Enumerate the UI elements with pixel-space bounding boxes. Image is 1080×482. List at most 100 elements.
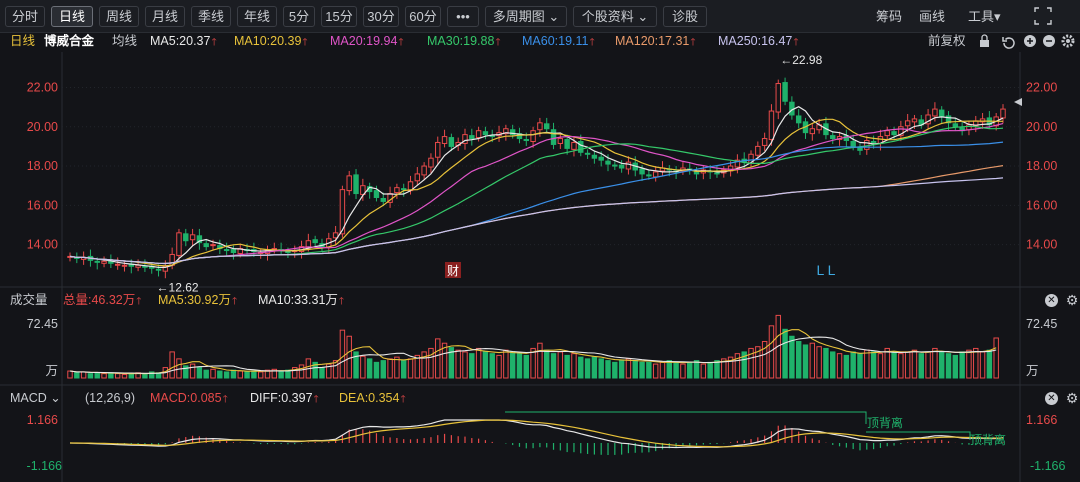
volume-bar[interactable] xyxy=(748,347,754,379)
candle[interactable] xyxy=(898,126,904,137)
volume-bar[interactable] xyxy=(816,346,822,379)
volume-bar[interactable] xyxy=(564,354,570,379)
candle[interactable] xyxy=(625,161,632,170)
gear-icon[interactable]: ⚙ xyxy=(1065,292,1079,308)
volume-bar[interactable] xyxy=(727,356,734,379)
volume-bar[interactable] xyxy=(455,349,461,379)
volume-bar[interactable] xyxy=(421,351,427,379)
candle[interactable] xyxy=(503,128,509,135)
volume-bar[interactable] xyxy=(618,360,625,379)
volume-bar[interactable] xyxy=(578,356,584,379)
candle[interactable] xyxy=(285,251,291,254)
candle[interactable] xyxy=(373,190,380,198)
volume-bar[interactable] xyxy=(482,351,489,379)
period-button-3[interactable]: 月线 xyxy=(145,6,185,27)
candle[interactable] xyxy=(578,140,584,153)
candle[interactable] xyxy=(966,124,972,131)
volume-bar[interactable] xyxy=(503,349,509,379)
candle[interactable] xyxy=(230,249,237,253)
volume-bar[interactable] xyxy=(271,368,278,379)
volume-bar[interactable] xyxy=(904,351,911,379)
candle[interactable] xyxy=(101,260,107,264)
volume-bar[interactable] xyxy=(380,360,386,379)
candle[interactable] xyxy=(761,138,768,146)
candle[interactable] xyxy=(414,173,421,182)
candle[interactable] xyxy=(394,187,400,194)
volume-bar[interactable] xyxy=(836,353,843,379)
volume-bar[interactable] xyxy=(121,374,128,379)
volume-bar[interactable] xyxy=(802,344,809,379)
volume-bar[interactable] xyxy=(128,373,135,379)
volume-bar[interactable] xyxy=(659,361,666,379)
volume-bar[interactable] xyxy=(782,328,788,379)
volume-bar[interactable] xyxy=(264,369,271,379)
candle[interactable] xyxy=(557,138,564,144)
candle[interactable] xyxy=(945,115,952,124)
volume-bar[interactable] xyxy=(755,346,761,379)
candle[interactable] xyxy=(870,140,877,143)
volume-bar[interactable] xyxy=(257,371,264,379)
volume-bar[interactable] xyxy=(489,353,495,379)
candle[interactable] xyxy=(523,139,529,142)
candle[interactable] xyxy=(203,243,209,248)
candle[interactable] xyxy=(509,129,516,136)
volume-bar[interactable] xyxy=(986,349,993,379)
volume-bar[interactable] xyxy=(149,371,155,379)
candle[interactable] xyxy=(830,135,836,140)
candle[interactable] xyxy=(571,141,577,150)
volume-bar[interactable] xyxy=(891,351,897,379)
close-icon[interactable]: ✕ xyxy=(1045,294,1058,307)
period-button-7[interactable]: 15分 xyxy=(321,6,357,27)
candle[interactable] xyxy=(94,260,100,263)
volume-bar[interactable] xyxy=(918,353,924,379)
volume-bar[interactable] xyxy=(795,340,802,379)
volume-bar[interactable] xyxy=(646,361,652,379)
volume-bar[interactable] xyxy=(639,361,645,379)
candle[interactable] xyxy=(755,145,761,156)
candle[interactable] xyxy=(332,232,339,239)
candle[interactable] xyxy=(952,123,959,128)
volume-bar[interactable] xyxy=(680,363,686,379)
volume-bar[interactable] xyxy=(189,363,196,379)
volume-bar[interactable] xyxy=(74,372,80,379)
volume-bar[interactable] xyxy=(278,370,284,379)
volume-bar[interactable] xyxy=(673,361,679,379)
candle[interactable] xyxy=(639,168,645,175)
period-button-10[interactable]: ••• xyxy=(447,6,479,27)
candle[interactable] xyxy=(1000,108,1006,119)
chips-button[interactable]: 筹码 xyxy=(876,9,903,24)
volume-bar[interactable] xyxy=(217,370,223,379)
volume-bar[interactable] xyxy=(523,354,529,379)
candle[interactable] xyxy=(441,136,448,144)
volume-bar[interactable] xyxy=(80,371,87,379)
candle[interactable] xyxy=(428,157,434,168)
volume-bar[interactable] xyxy=(400,360,407,379)
volume-bar[interactable] xyxy=(169,351,175,379)
volume-bar[interactable] xyxy=(714,360,720,379)
volume-bar[interactable] xyxy=(67,370,73,379)
volume-bar[interactable] xyxy=(945,353,952,379)
volume-bar[interactable] xyxy=(584,358,591,379)
volume-bar[interactable] xyxy=(938,351,945,379)
volume-bar[interactable] xyxy=(911,349,918,379)
candle[interactable] xyxy=(618,164,625,169)
candle[interactable] xyxy=(979,118,986,123)
candle[interactable] xyxy=(591,154,598,159)
volume-bar[interactable] xyxy=(312,361,318,379)
volume-bar[interactable] xyxy=(952,354,959,379)
volume-bar[interactable] xyxy=(516,353,523,379)
period-button-4[interactable]: 季线 xyxy=(191,6,231,27)
candle[interactable] xyxy=(544,123,550,130)
volume-bar[interactable] xyxy=(687,361,693,379)
volume-bar[interactable] xyxy=(496,354,502,379)
candle[interactable] xyxy=(734,159,741,168)
volume-bar[interactable] xyxy=(373,361,380,379)
candle[interactable] xyxy=(435,141,441,158)
volume-bar[interactable] xyxy=(612,361,618,379)
volume-bar[interactable] xyxy=(625,358,632,379)
volume-bar[interactable] xyxy=(366,358,373,379)
volume-bar[interactable] xyxy=(857,353,863,379)
macd-title[interactable]: MACD ⌄ xyxy=(10,391,61,405)
candle[interactable] xyxy=(482,131,489,136)
